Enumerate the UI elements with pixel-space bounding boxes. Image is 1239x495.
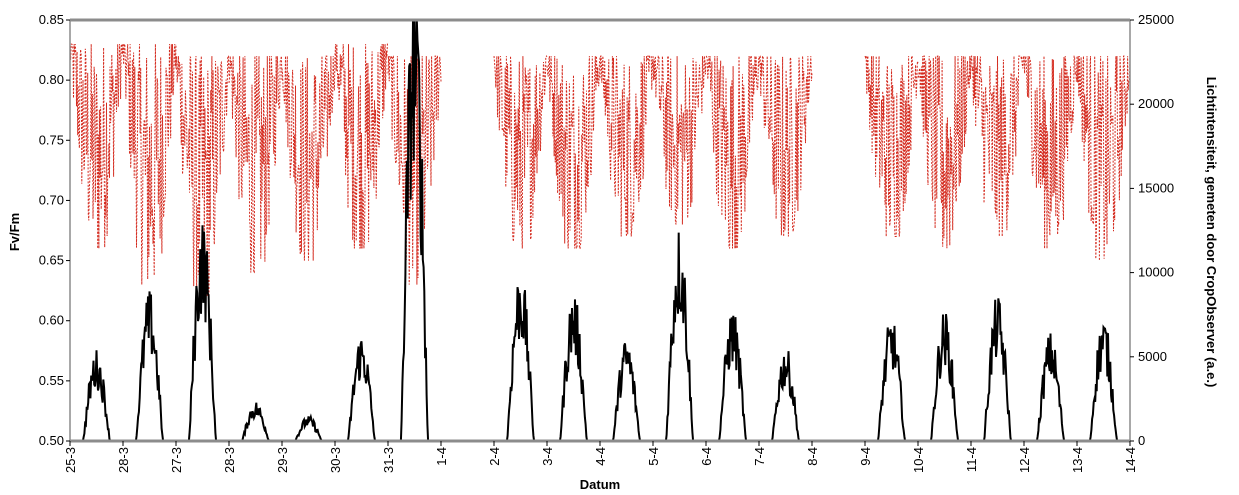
y-left-tick-label: 0.80 [39, 72, 64, 87]
light-day-line-6-4 [706, 315, 759, 442]
series-layer [69, 19, 1131, 442]
x-tick-label: 30-3 [328, 447, 343, 473]
x-tick-label: 1-4 [434, 447, 449, 466]
y-left-tick-label: 0.65 [39, 253, 64, 268]
fvfm-day-line-6-4 [705, 55, 760, 249]
x-tick-label: 8-4 [805, 447, 820, 466]
light-day-line-30-3 [335, 341, 388, 442]
y-left-tick-label: 0.85 [39, 12, 64, 27]
x-tick-label: 25-3 [63, 447, 78, 473]
light-day-line-11-4 [971, 298, 1024, 442]
x-tick-label: 11-4 [964, 447, 979, 472]
x-tick-label: 2-4 [487, 447, 502, 466]
fvfm-day-line-26-3 [122, 43, 177, 285]
light-day-line-28-3 [229, 402, 282, 442]
ticks-layer: 0.50 0.55 0.60 0.65 0.70 0.75 0.80 0.85 0 5000 100… [39, 12, 1174, 473]
fvfm-day-line-7-4 [758, 55, 813, 237]
fvfm-day-line-29-3 [281, 55, 336, 261]
fvfm-day-line-11-4 [971, 55, 1025, 237]
light-day-line-4-4 [600, 343, 653, 442]
fvfm-day-line-12-4 [1023, 55, 1078, 249]
x-tick-label: 5-4 [646, 447, 661, 466]
x-tick-label: 14-4 [1123, 447, 1138, 473]
x-tick-label: 3-4 [540, 447, 555, 466]
light-day-line-10-4 [918, 314, 971, 442]
y-left-tick-label: 0.60 [39, 313, 64, 328]
x-tick-label: 12-4 [1017, 447, 1032, 473]
x-tick-label: 4-4 [593, 447, 608, 466]
fvfm-day-line-3-4 [546, 56, 601, 251]
y-left-tick-label: 0.75 [39, 132, 64, 147]
light-day-line-29-3 [282, 413, 335, 442]
fvfm-day-line-2-4 [493, 55, 548, 249]
fvfm-day-line-9-4 [864, 55, 919, 237]
x-tick-label: 31-3 [381, 447, 396, 473]
light-day-line-27-3 [176, 225, 229, 442]
light-day-line-2-4 [494, 287, 547, 442]
x-tick-label: 6-4 [699, 447, 714, 466]
x-tick-label: 29-3 [275, 447, 290, 473]
light-day-line-26-3 [123, 291, 176, 442]
fvfm-day-line-25-3 [69, 43, 124, 249]
light-day-line-9-4 [865, 325, 918, 442]
y-left-axis-title: Fv/Fm [7, 213, 22, 251]
y-left-tick-label: 0.50 [39, 433, 64, 448]
x-tick-label: 10-4 [911, 447, 926, 473]
fvfm-day-line-5-4 [652, 55, 707, 225]
fvfm-day-line-28-3 [228, 56, 283, 274]
y-right-tick-label: 20000 [1138, 96, 1174, 111]
x-tick-label: 9-4 [858, 447, 873, 466]
light-day-line-13-4 [1077, 324, 1130, 442]
light-day-line-5-4 [653, 232, 706, 442]
x-tick-label: 7-4 [752, 447, 767, 466]
y-left-tick-label: 0.55 [39, 373, 64, 388]
y-right-tick-label: 15000 [1138, 180, 1174, 195]
y-right-tick-label: 5000 [1138, 349, 1167, 364]
x-tick-label: 28-3 [116, 447, 131, 473]
y-right-tick-label: 0 [1138, 433, 1145, 448]
x-tick-label: 13-4 [1070, 447, 1085, 473]
y-left-tick-label: 0.70 [39, 192, 64, 207]
fvfm-day-line-30-3 [334, 43, 388, 249]
light-day-line-7-4 [759, 351, 812, 442]
fvfm-day-line-4-4 [599, 55, 654, 237]
fvfm-day-line-27-3 [175, 55, 230, 297]
light-day-line-31-3 [388, 19, 441, 442]
light-day-line-3-4 [547, 299, 600, 442]
y-right-axis-title: Lichtintensiteit, gemeten door CropObser… [1204, 77, 1219, 388]
y-right-tick-label: 25000 [1138, 12, 1174, 27]
x-tick-label: 27-3 [169, 447, 184, 473]
x-tick-label: 28-3 [222, 447, 237, 473]
y-right-tick-label: 10000 [1138, 265, 1174, 280]
x-axis-title: Datum [580, 477, 620, 492]
light-day-line-25-3 [70, 350, 123, 442]
fvfm-day-line-31-3 [387, 54, 442, 285]
fvfm-day-line-10-4 [917, 55, 972, 249]
fvfm-day-line-13-4 [1076, 55, 1131, 261]
light-day-line-12-4 [1024, 333, 1077, 442]
